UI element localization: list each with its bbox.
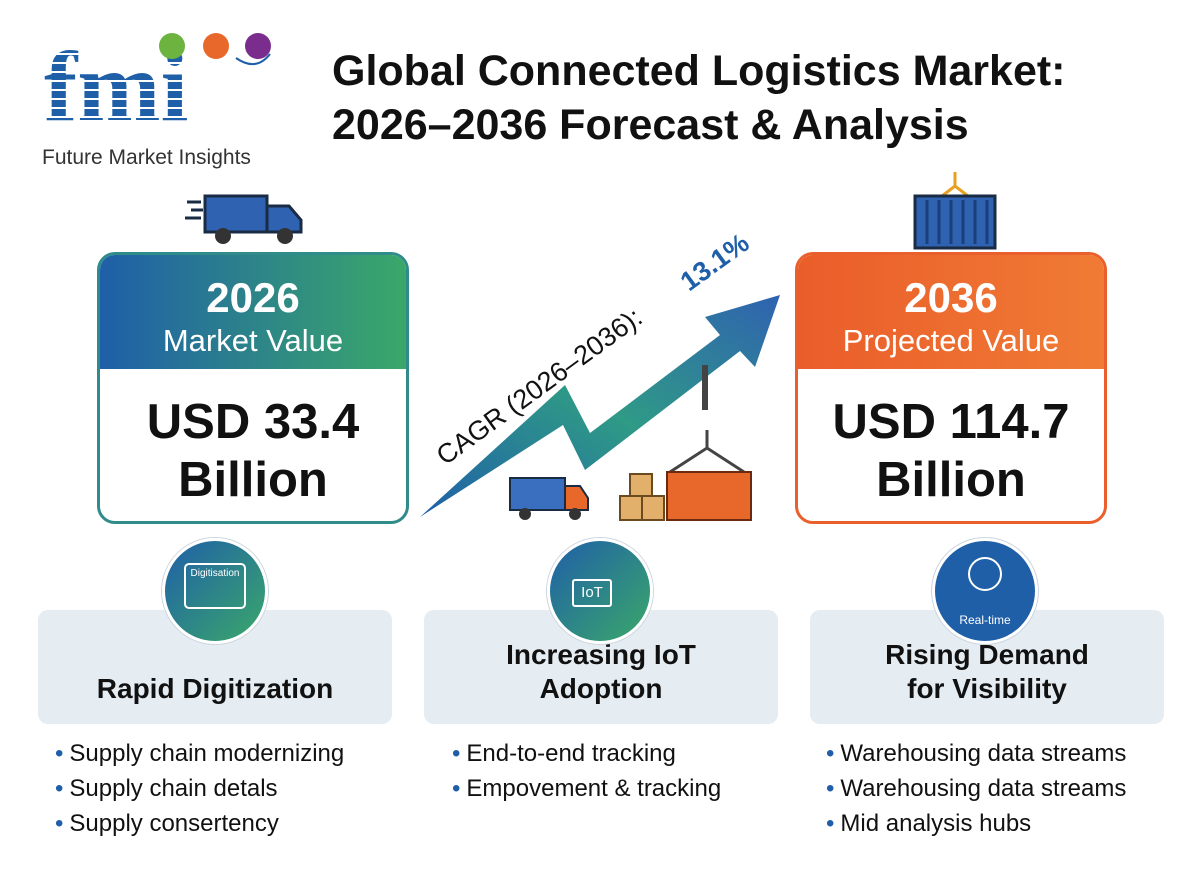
bullet-item: Supply chain modernizing [55,736,344,771]
card-value: USD 33.4 [146,395,360,449]
visibility-bullets: Warehousing data streams Warehousing dat… [826,736,1126,841]
card-subtitle: Market Value [162,323,344,358]
bullet-item: Supply consertency [55,806,344,841]
bullet-item: Warehousing data streams [826,736,1126,771]
projected-value-2036-card: 2036 Projected Value USD 114.7 Billion [795,252,1107,524]
growth-arrow-icon [420,295,780,517]
digitization-bullets: Supply chain modernizing Supply chain de… [55,736,344,841]
card-value: USD 114.7 [832,395,1070,449]
fmi-logo: fmi [44,31,271,142]
iot-truck-icon: IoT [547,538,653,644]
driver-title: Rapid Digitization [96,673,334,704]
icon-label: IoT [572,579,612,607]
digitisation-tablet-icon: Digitisation [162,538,268,644]
card-year: 2026 [206,274,300,321]
market-value-2026-card: 2026 Market Value USD 33.4 Billion [97,252,409,524]
bullet-item: Mid analysis hubs [826,806,1126,841]
driver-panel-iot: Increasing IoT Adoption [424,610,778,724]
bullet-item: Warehousing data streams [826,771,1126,806]
bullet-item: End-to-end tracking [452,736,721,771]
truck-and-cargo-icon [509,430,752,521]
card-subtitle: Projected Value [842,323,1060,358]
card-value-unit: Billion [178,453,328,507]
title-line-1: Global Connected Logistics Market: [332,47,1066,95]
driver-title: Increasing IoT Adoption [506,639,696,704]
truck-icon [185,194,303,244]
title-line-2: 2026–2036 Forecast & Analysis [332,101,969,149]
container-icon [913,172,997,250]
icon-label: Digitisation [184,563,246,609]
card-year: 2036 [904,274,998,321]
card-value-unit: Billion [876,453,1026,507]
driver-title: Rising Demand for Visibility [885,639,1089,704]
icon-label: Real-time [959,613,1011,627]
real-time-clock-icon: Real-time [932,538,1038,644]
bullet-item: Supply chain detals [55,771,344,806]
iot-bullets: End-to-end tracking Empovement & trackin… [452,736,721,806]
logo-text: Future Market Insights [42,146,251,169]
page-title: Global Connected Logistics Market: 2026–… [332,44,1066,152]
bullet-item: Empovement & tracking [452,771,721,806]
